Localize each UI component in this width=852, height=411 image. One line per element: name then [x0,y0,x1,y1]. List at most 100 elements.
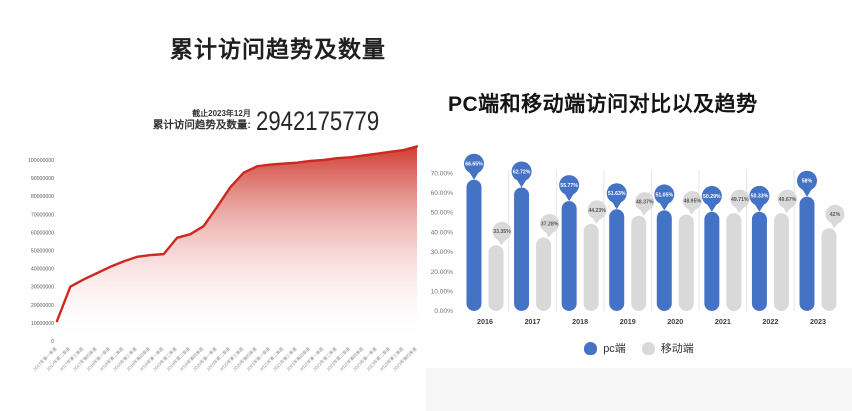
pc-bar [561,201,577,311]
pc-value-label: 66.65% [465,162,483,168]
mobile-bubble [825,204,845,224]
y-axis-tick-label: 10.00% [431,289,454,296]
y-axis-tick-label: 0 [51,339,54,345]
y-axis-tick-label: 80000000 [31,194,54,200]
mobile-bubble-tail [545,231,554,238]
chart-legend: pc端 移动端 [426,339,852,357]
mobile-bubble [635,192,655,212]
pc-bubble-tail [516,179,527,188]
cumulative-chart-title: 累计访问趋势及数量 [170,36,386,62]
mobile-legend-marker-icon [641,341,655,355]
pc-bubble [796,170,817,191]
mobile-value-label: 42% [830,212,841,218]
year-label: 2021 [715,317,731,326]
pc-bar [799,196,815,311]
mobile-bubble [682,191,702,211]
legend-item-pc: pc端 [584,340,626,356]
mobile-value-label: 33.35% [493,229,511,235]
pc-bar [609,209,625,311]
year-label: 2018 [572,317,588,326]
mobile-bubble [777,189,797,209]
mobile-value-label: 37.28% [541,221,559,227]
cumulative-area-chart: 1000000009000000080000000700000006000000… [28,145,419,372]
year-label: 2023 [810,317,826,326]
pc-legend-label: pc端 [603,343,626,355]
pc-bar [514,187,530,311]
pc-bar [466,179,482,311]
pc-mobile-bar-chart: 70.00% 60.00% 50.00% 40.00% 30.00% 20.00% 10.0… [431,153,845,326]
mobile-bar [536,237,552,311]
pc-bubble-tail [564,193,574,202]
y-axis-tick-label: 40000000 [31,267,54,273]
pc-bar [656,210,672,311]
pc-bubble [654,184,675,205]
pc-value-label: 58% [802,179,813,185]
mobile-bar [488,245,504,311]
cumulative-stat: 截止2023年12月 累计访问趋势及数量: 2942175779 [150,106,406,136]
mobile-bubble-tail [735,206,745,214]
y-axis-tick-label: 50000000 [31,249,54,255]
pc-bubble [606,183,627,204]
y-axis-tick-label: 70.00% [431,170,454,177]
mobile-bubble-tail [783,206,792,214]
mobile-bar [726,213,742,311]
mobile-bubble [492,221,512,241]
mobile-value-label: 49.67% [779,197,797,203]
mobile-bubble [540,214,560,234]
y-axis-tick-label: 60000000 [31,230,54,236]
mobile-legend-label: 移动端 [660,343,694,355]
pc-legend-marker-icon [584,341,598,355]
pc-value-label: 51.05% [655,192,673,198]
cumulative-stat-labels: 截止2023年12月 累计访问趋势及数量: [153,109,251,134]
pc-value-label: 55.77% [560,183,578,189]
mobile-bubble-tail [687,208,697,215]
year-label: 2019 [620,317,636,326]
mobile-bar [583,223,599,311]
pc-bubble-tail [469,171,479,180]
mobile-value-label: 49.71% [731,197,749,203]
year-label: 2022 [762,317,778,326]
mobile-bubble-tail [640,209,650,216]
cumulative-stat-label: 累计访问趋势及数量: [152,119,251,131]
y-axis-tick-label: 10000000 [31,321,54,327]
pc-value-label: 62.72% [513,169,531,175]
mobile-bubble-tail [497,239,507,246]
y-axis-tick-label: 90000000 [31,176,54,182]
pc-bubble [749,185,770,206]
pc-bubble-tail [611,201,622,210]
area-fill [57,146,417,341]
y-axis-tick-label: 100000000 [28,158,54,164]
mobile-bar [678,214,694,311]
y-axis-tick-label: 40.00% [431,229,454,236]
pc-value-label: 50.33% [751,194,769,200]
mobile-bubble [730,189,750,209]
pc-bubble-tail [802,188,812,197]
pc-value-label: 51.63% [608,191,626,197]
y-axis-tick-label: 30000000 [31,285,54,291]
pc-mobile-chart-title: PC端和移动端访问对比以及趋势 [448,93,758,116]
mobile-value-label: 48.95% [683,198,701,204]
y-axis-tick-label: 70000000 [31,212,54,218]
mobile-bar [821,228,837,311]
y-axis-tick-label: 20000000 [31,303,54,309]
pc-bubble [559,175,580,196]
x-axis-tick-label: 2023年第四季度 [392,345,419,372]
pc-bubble [511,161,532,182]
pc-bubble-tail [754,204,765,212]
pc-bubble-tail [659,202,670,211]
cumulative-total-value: 2942175779 [255,106,379,136]
legend-item-mobile: 移动端 [641,340,694,356]
year-label: 2020 [667,317,683,326]
y-axis-tick-label: 30.00% [431,249,454,256]
y-axis-tick-label: 0.00% [434,308,453,315]
mobile-bubble-tail [592,217,602,224]
as-of-date-label: 截止2023年12月 [192,109,251,118]
pc-bar [751,211,767,311]
mobile-value-label: 48.37% [636,200,654,206]
mobile-bar [631,215,647,311]
pc-bar [704,211,720,311]
pc-bubble [701,185,722,206]
mobile-bubble-tail [830,222,840,229]
trend-line [55,145,419,323]
